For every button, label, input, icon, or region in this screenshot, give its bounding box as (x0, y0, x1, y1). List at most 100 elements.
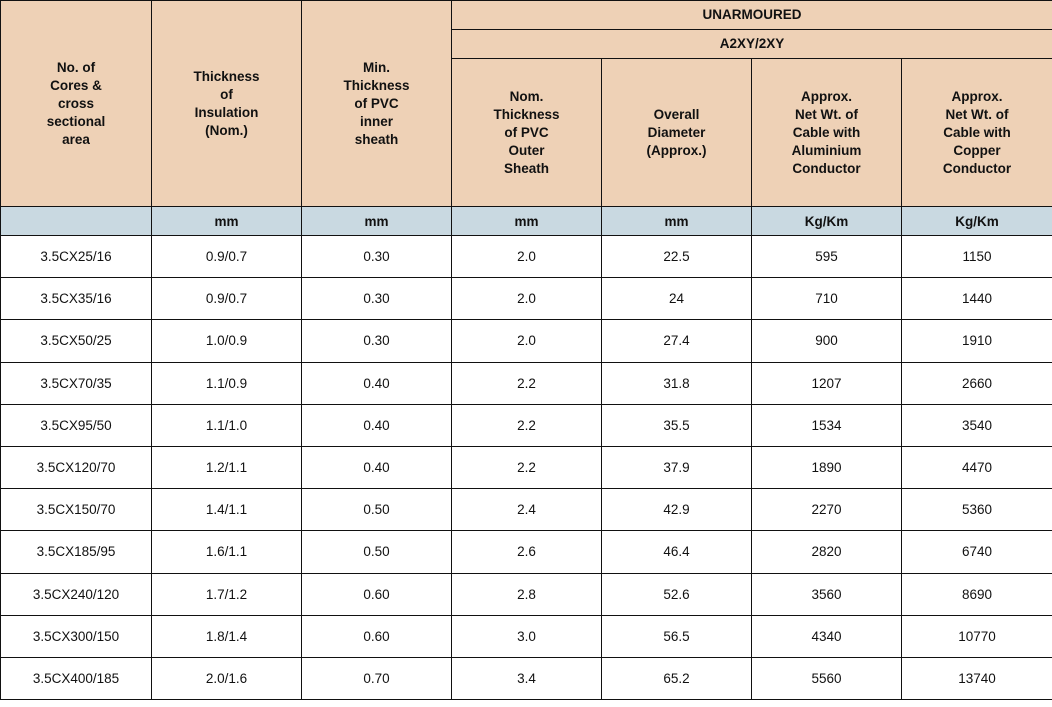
table-cell: 22.5 (601, 234, 752, 279)
table-cell: 3.4 (451, 656, 602, 701)
table-cell: 0.30 (301, 319, 452, 363)
table-cell: 31.8 (601, 361, 752, 405)
table-cell: 0.40 (301, 445, 452, 490)
table-cell: 1910 (901, 319, 1052, 363)
table-cell: 37.9 (601, 445, 752, 490)
table-cell: 46.4 (601, 530, 752, 574)
table-cell: 35.5 (601, 403, 752, 447)
table-cell: 2.0/1.6 (151, 656, 302, 701)
table-cell: 1.4/1.1 (151, 488, 302, 532)
table-cell: 900 (751, 319, 902, 363)
col-header-weight-aluminium: Approx. Net Wt. of Cable with Aluminium … (751, 58, 902, 207)
table-cell: 4470 (901, 445, 1052, 490)
table-cell: 5360 (901, 488, 1052, 532)
table-cell: 3.0 (451, 614, 602, 658)
table-cell: 5560 (751, 656, 902, 701)
table-cell: 3.5CX120/70 (0, 445, 152, 490)
table-cell: 2.8 (451, 572, 602, 616)
col-header-outer-sheath: Nom. Thickness of PVC Outer Sheath (451, 58, 602, 207)
table-cell: 3.5CX400/185 (0, 656, 152, 701)
table-cell: 0.50 (301, 488, 452, 532)
table-cell: 3.5CX240/120 (0, 572, 152, 616)
table-row: 3.5CX35/16 0.9/0.7 0.30 2.0 24 710 1440 (0, 277, 1052, 321)
table-cell: 13740 (901, 656, 1052, 701)
table-cell: 27.4 (601, 319, 752, 363)
table-cell: 3540 (901, 403, 1052, 447)
table-cell: 710 (751, 277, 902, 321)
table-cell: 1440 (901, 277, 1052, 321)
table-cell: 2.6 (451, 530, 602, 574)
col-header-cores: No. of Cores & cross sectional area (0, 0, 152, 207)
col-header-inner-sheath: Min. Thickness of PVC inner sheath (301, 0, 452, 207)
table-cell: 0.30 (301, 277, 452, 321)
table-cell: 0.9/0.7 (151, 234, 302, 279)
group-header-unarmoured: UNARMOURED (451, 0, 1052, 30)
table-cell: 4340 (751, 614, 902, 658)
table-cell: 24 (601, 277, 752, 321)
table-cell: 3.5CX25/16 (0, 234, 152, 279)
table-cell: 2660 (901, 361, 1052, 405)
table-row: 3.5CX50/25 1.0/0.9 0.30 2.0 27.4 900 1910 (0, 319, 1052, 363)
table-row: 3.5CX25/16 0.9/0.7 0.30 2.0 22.5 595 1150 (0, 234, 1052, 279)
table-cell: 1.1/0.9 (151, 361, 302, 405)
table-row: 3.5CX240/120 1.7/1.2 0.60 2.8 52.6 3560 8690 (0, 572, 1052, 616)
table-row: 3.5CX300/150 1.8/1.4 0.60 3.0 56.5 4340 10770 (0, 614, 1052, 658)
table-cell: 3.5CX185/95 (0, 530, 152, 574)
units-row: mm mm mm mm Kg/Km Kg/Km (0, 206, 1052, 236)
table-body: 3.5CX25/16 0.9/0.7 0.30 2.0 22.5 595 1150 3.5CX… (0, 234, 1052, 701)
unit-cell: Kg/Km (751, 206, 902, 236)
table-cell: 6740 (901, 530, 1052, 574)
table-cell: 56.5 (601, 614, 752, 658)
table-cell: 10770 (901, 614, 1052, 658)
table-cell: 1534 (751, 403, 902, 447)
table-cell: 2.2 (451, 403, 602, 447)
table-cell: 3.5CX50/25 (0, 319, 152, 363)
table-cell: 0.40 (301, 361, 452, 405)
col-header-weight-copper: Approx. Net Wt. of Cable with Copper Con… (901, 58, 1052, 207)
table-cell: 3.5CX300/150 (0, 614, 152, 658)
table-cell: 595 (751, 234, 902, 279)
table-cell: 2.0 (451, 234, 602, 279)
col-header-diameter: Overall Diameter (Approx.) (601, 58, 752, 207)
table-cell: 2.0 (451, 277, 602, 321)
table-cell: 2.2 (451, 445, 602, 490)
table-cell: 2.4 (451, 488, 602, 532)
unit-cell: mm (151, 206, 302, 236)
table-cell: 1.0/0.9 (151, 319, 302, 363)
unit-cell: Kg/Km (901, 206, 1052, 236)
table-cell: 1.7/1.2 (151, 572, 302, 616)
table-row: 3.5CX185/95 1.6/1.1 0.50 2.6 46.4 2820 6740 (0, 530, 1052, 574)
table-row: 3.5CX120/70 1.2/1.1 0.40 2.2 37.9 1890 4470 (0, 445, 1052, 490)
unit-cell: mm (301, 206, 452, 236)
table-cell: 2820 (751, 530, 902, 574)
table-cell: 1150 (901, 234, 1052, 279)
unit-cell: mm (601, 206, 752, 236)
table-cell: 2.0 (451, 319, 602, 363)
subgroup-header-a2xy: A2XY/2XY (451, 29, 1052, 59)
table-cell: 3.5CX95/50 (0, 403, 152, 447)
table-cell: 0.40 (301, 403, 452, 447)
table-cell: 3.5CX35/16 (0, 277, 152, 321)
table-row: 3.5CX95/50 1.1/1.0 0.40 2.2 35.5 1534 3540 (0, 403, 1052, 447)
table-row: 3.5CX400/185 2.0/1.6 0.70 3.4 65.2 5560 13740 (0, 656, 1052, 701)
table-cell: 2.2 (451, 361, 602, 405)
table-cell: 0.30 (301, 234, 452, 279)
table-cell: 3.5CX150/70 (0, 488, 152, 532)
table-cell: 65.2 (601, 656, 752, 701)
table-cell: 1890 (751, 445, 902, 490)
table-cell: 1207 (751, 361, 902, 405)
table-cell: 2270 (751, 488, 902, 532)
table-cell: 0.9/0.7 (151, 277, 302, 321)
table-row: 3.5CX70/35 1.1/0.9 0.40 2.2 31.8 1207 2660 (0, 361, 1052, 405)
unit-cell (0, 206, 152, 236)
col-header-insulation: Thickness of Insulation (Nom.) (151, 0, 302, 207)
table-cell: 0.60 (301, 572, 452, 616)
table-cell: 0.50 (301, 530, 452, 574)
table-row: 3.5CX150/70 1.4/1.1 0.50 2.4 42.9 2270 5360 (0, 488, 1052, 532)
table-cell: 42.9 (601, 488, 752, 532)
unit-cell: mm (451, 206, 602, 236)
table-cell: 1.1/1.0 (151, 403, 302, 447)
table-cell: 1.2/1.1 (151, 445, 302, 490)
table-cell: 3.5CX70/35 (0, 361, 152, 405)
